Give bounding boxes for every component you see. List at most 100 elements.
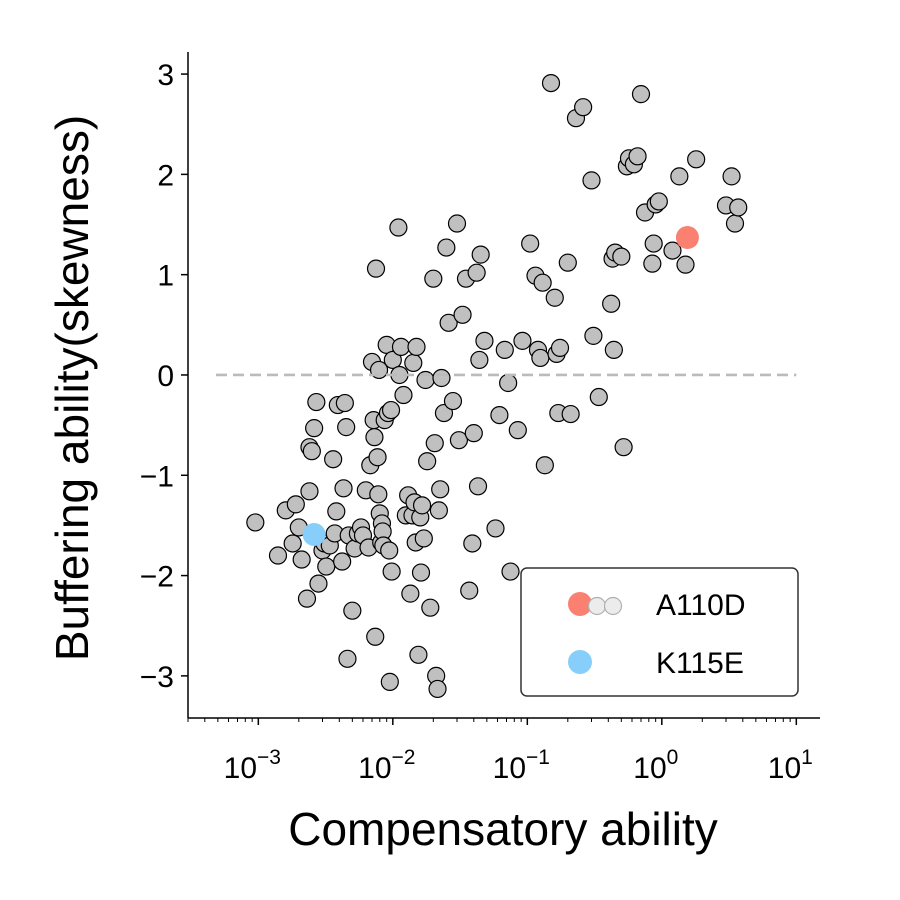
scatter-point <box>369 485 388 504</box>
scatter-point <box>729 198 748 217</box>
points-layer <box>246 73 748 699</box>
scatter-point <box>268 546 288 565</box>
y-tick-label: −1 <box>140 460 174 493</box>
scatter-point <box>335 393 354 413</box>
scatter-point <box>382 562 401 581</box>
scatter-point <box>687 150 706 169</box>
scatter-point <box>643 254 662 273</box>
scatter-point <box>467 263 486 282</box>
scatter-point <box>380 672 399 691</box>
y-tick-label: 1 <box>157 260 174 293</box>
scatter-point <box>337 418 356 437</box>
scatter-point <box>644 234 663 253</box>
scatter-point <box>418 452 437 471</box>
scatter-point <box>246 513 265 532</box>
scatter-point <box>324 450 343 469</box>
scatter-point <box>443 391 463 411</box>
highlight-point-k115e <box>302 522 326 546</box>
scatter-point <box>365 428 384 447</box>
scatter-point <box>391 337 411 356</box>
scatter-point <box>307 392 326 412</box>
scatter-point <box>513 331 532 350</box>
scatter-point <box>602 294 621 313</box>
highlight-points-layer <box>302 226 699 546</box>
scatter-point <box>614 438 633 457</box>
scatter-point <box>407 337 426 356</box>
scatter-point <box>463 534 482 553</box>
x-axis-title: Compensatory ability <box>288 803 718 855</box>
scatter-point <box>401 584 420 603</box>
highlight-point-a110d <box>675 226 699 250</box>
scatter-point <box>425 434 444 453</box>
y-tick-label: 0 <box>157 360 174 393</box>
scatter-point <box>508 421 527 440</box>
scatter-point <box>411 563 431 582</box>
scatter-point <box>490 405 509 425</box>
scatter-point <box>470 350 489 370</box>
scatter-point <box>468 477 488 496</box>
scatter-point <box>584 326 603 345</box>
scatter-point <box>368 448 387 467</box>
scatter-point <box>317 557 336 576</box>
scatter-point <box>414 529 433 548</box>
scatter-point <box>460 581 479 600</box>
scatter-point <box>531 348 550 368</box>
scatter-point <box>550 338 570 357</box>
scatter-point <box>421 598 440 617</box>
scatter-point <box>428 679 447 699</box>
scatter-point <box>495 340 514 359</box>
legend-ghost-marker <box>587 596 607 616</box>
x-tick-label: 10−2 <box>358 746 415 785</box>
scatter-point <box>541 73 561 93</box>
scatter-point <box>333 552 352 571</box>
scatter-point <box>558 253 577 272</box>
legend-marker-a110d <box>568 592 592 616</box>
scatter-point <box>486 519 505 538</box>
y-tick-label: 2 <box>157 159 174 192</box>
legend-label-k115e: K115E <box>656 647 744 680</box>
legend-ghost-marker <box>603 596 623 616</box>
scatter-point <box>521 234 540 253</box>
scatter-point <box>297 589 317 608</box>
scatter-point <box>663 241 682 260</box>
scatter-point <box>380 541 399 560</box>
x-tick-label: 100 <box>633 746 678 785</box>
scatter-point <box>612 247 631 266</box>
scatter-point <box>286 495 305 514</box>
scatter-point <box>300 482 319 501</box>
scatter-point <box>305 419 324 438</box>
scatter-point <box>343 601 362 620</box>
scatter-point <box>574 98 593 117</box>
scatter-point <box>471 245 490 264</box>
scatter-point <box>670 167 689 186</box>
scatter-point <box>628 147 647 166</box>
scatter-point <box>334 479 353 498</box>
axes <box>187 52 820 719</box>
scatter-point <box>409 645 428 664</box>
scatter-point <box>631 85 651 104</box>
scatter-point <box>389 218 408 237</box>
x-tick-label: 101 <box>768 746 813 785</box>
scatter-point <box>447 214 467 233</box>
scatter-point <box>437 238 456 257</box>
scatter-point <box>381 400 401 420</box>
scatter-point <box>533 273 552 292</box>
scatter-point <box>676 255 695 274</box>
scatter-point <box>431 480 450 499</box>
y-tick-label: −3 <box>140 661 174 694</box>
scatter-point <box>582 171 601 190</box>
legend: A110D K115E <box>520 567 799 697</box>
scatter-point <box>292 550 311 569</box>
x-tick-label: 10−3 <box>224 746 281 785</box>
scatter-point <box>366 259 386 278</box>
y-tick-label: 3 <box>157 59 174 92</box>
scatter-point <box>501 562 520 581</box>
scatter-point <box>309 574 328 593</box>
scatter-point <box>589 387 608 407</box>
scatter-point <box>383 350 402 370</box>
y-tick-label: −2 <box>140 561 174 594</box>
scatter-point <box>434 403 454 423</box>
scatter-point <box>412 496 432 515</box>
scatter-point <box>283 534 302 553</box>
